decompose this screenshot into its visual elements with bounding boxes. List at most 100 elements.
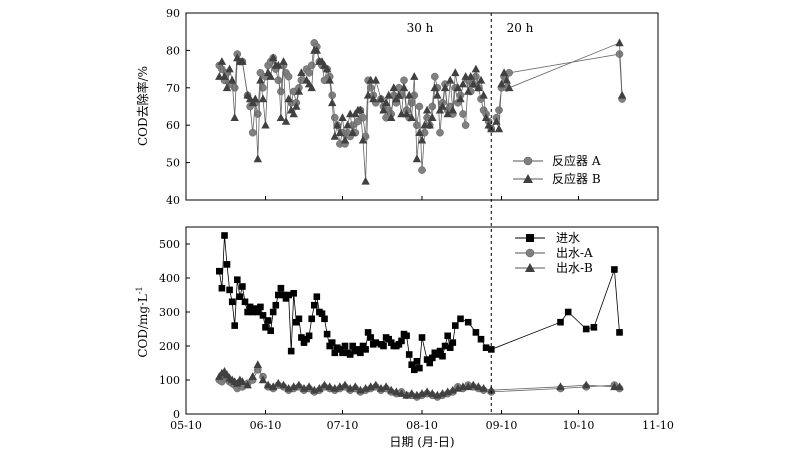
top-series-1-point — [358, 135, 368, 144]
bottom-series-2-point — [582, 380, 591, 389]
bottom-series-2-point — [474, 382, 483, 391]
top-series-0-point — [415, 102, 424, 111]
bottom-series-2-point — [315, 384, 324, 392]
bottom-series-0-point — [339, 349, 346, 357]
top-series-1-point — [371, 75, 380, 84]
bottom-series-0-point — [303, 335, 310, 343]
top-series-1-point — [492, 117, 501, 125]
top-series-0-point — [248, 128, 257, 137]
x-tick-label: 08-10 — [406, 419, 438, 432]
bottom-series-2-point — [487, 385, 496, 394]
bottom-series-0-point — [423, 356, 431, 363]
bottom-series-0-point — [262, 324, 269, 331]
bottom-series-2-point — [258, 375, 268, 384]
bottom-series-2-point — [263, 380, 273, 389]
bottom-series-2-point — [253, 360, 262, 368]
top-series-1-point — [217, 57, 227, 65]
bottom-series-0-point — [429, 354, 436, 362]
top-series-1-point — [238, 57, 247, 65]
bottom-series-0-point — [244, 308, 251, 316]
bottom-series-0-point — [298, 334, 305, 341]
annotation-30h: 30 h — [407, 21, 434, 35]
top-series-0-point — [284, 72, 293, 81]
bottom-series-2-point — [407, 389, 416, 397]
bottom-series-0-point — [367, 334, 374, 341]
top-series-1-point — [279, 57, 288, 65]
x-tick-label: 10-10 — [563, 419, 595, 432]
legend-label-effluent-b: 出水-B — [556, 261, 593, 275]
bottom-series-0-point — [457, 315, 464, 323]
bottom-series-2-point — [392, 387, 401, 396]
top-series-group — [215, 38, 627, 185]
top-series-1-point — [292, 102, 301, 110]
bottom-series-0-point — [434, 351, 441, 358]
top-series-1-point — [464, 87, 473, 95]
bottom-y-axis: 0 100 200 300 400 500 — [159, 238, 190, 421]
top-y-tick-label: 50 — [166, 157, 180, 170]
bottom-series-0-point — [282, 295, 290, 302]
bottom-series-0-point — [364, 329, 372, 336]
top-series-1-point — [312, 45, 321, 54]
bottom-series-2-point — [294, 380, 304, 389]
bottom-series-0-point — [234, 276, 241, 283]
top-series-0-point — [459, 110, 467, 118]
bottom-series-0-point — [446, 344, 454, 351]
bottom-series-2-point — [248, 372, 257, 380]
top-y-axis: 40 50 60 70 80 90 — [166, 7, 190, 207]
bottom-series-2-point — [269, 382, 278, 391]
top-series-1-point — [297, 68, 306, 77]
bottom-series-2-point — [387, 385, 396, 394]
bottom-series-0-point — [321, 315, 328, 323]
top-series-1-point — [289, 109, 298, 118]
bottom-series-0-point — [354, 346, 362, 353]
x-tick-label: 05-10 — [170, 419, 202, 432]
legend-label-reactor-a: 反应器 A — [552, 153, 601, 168]
top-series-1-point — [228, 75, 237, 84]
bottom-series-0-point — [395, 341, 403, 348]
top-series-0-point — [253, 110, 262, 118]
bottom-series-0-point — [439, 352, 446, 360]
top-y-axis-label: COD去除率/% — [135, 66, 150, 146]
bottom-series-2-point — [274, 378, 283, 387]
top-series-1-point — [453, 83, 463, 92]
bottom-series-2-point — [556, 382, 565, 391]
bottom-series-0-point — [246, 303, 254, 311]
top-series-1-point — [256, 75, 265, 84]
top-series-0-point — [495, 106, 503, 114]
bottom-series-0-point — [372, 339, 380, 346]
top-series-1-point — [405, 90, 414, 99]
legend-label-reactor-b: 反应器 B — [552, 171, 601, 186]
top-series-1-point — [433, 90, 442, 99]
bottom-series-0-point — [616, 329, 623, 336]
top-series-1-point — [251, 94, 260, 103]
top-series-0-point — [461, 121, 470, 129]
bottom-series-0-point — [277, 284, 285, 292]
top-series-0-point — [277, 87, 285, 96]
bottom-series-0-point — [318, 310, 326, 317]
bottom-series-0-point — [323, 330, 331, 338]
bottom-series-0-point — [231, 322, 238, 329]
top-series-1-point — [499, 68, 509, 77]
legend-label-effluent-a: 出水-A — [556, 246, 593, 260]
bottom-y-tick-label: 400 — [159, 272, 180, 285]
legend-triangle-icon — [525, 263, 535, 272]
bottom-series-0-point — [216, 267, 223, 275]
bottom-series-0-point — [346, 351, 354, 358]
bottom-series-0-point — [403, 332, 410, 340]
top-series-1-point — [425, 120, 434, 129]
top-series-0-point — [366, 84, 375, 92]
top-series-1-point — [443, 109, 452, 118]
bottom-series-0-point — [264, 317, 272, 324]
bottom-series-2-point — [397, 389, 406, 397]
bottom-series-0-point — [564, 308, 572, 316]
bottom-series-0-point — [236, 293, 244, 300]
bottom-series-0-point — [408, 361, 415, 368]
top-series-1-point — [230, 113, 239, 121]
top-y-tick-label: 80 — [166, 44, 180, 57]
top-series-0-point — [330, 113, 339, 122]
bottom-legend: 进水 出水-A 出水-B — [515, 231, 593, 275]
bottom-series-0-point — [436, 347, 444, 355]
top-series-1-point — [617, 90, 627, 99]
bottom-series-0-point — [254, 308, 262, 316]
bottom-series-0-point — [280, 291, 287, 299]
